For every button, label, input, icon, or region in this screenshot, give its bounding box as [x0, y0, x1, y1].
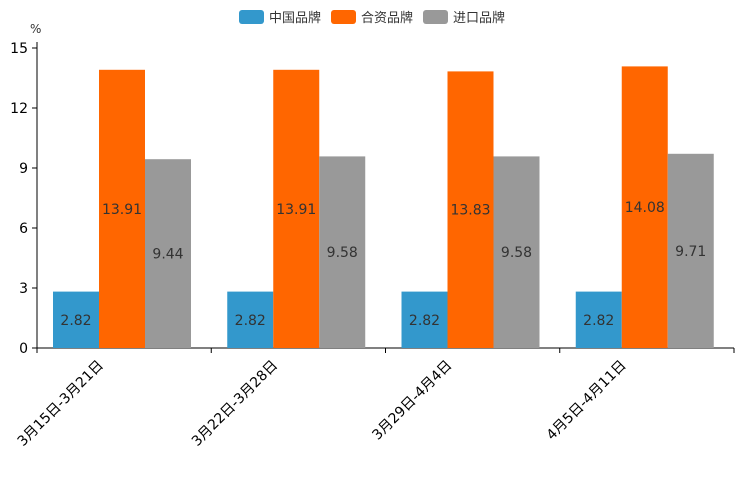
bar-s0-c0	[53, 291, 99, 348]
bar-value-label-s0-c0: 2.82	[60, 313, 91, 329]
y-tick-label-0: 0	[19, 341, 28, 357]
bar-s0-c1	[227, 291, 274, 348]
bar-s0-c2	[401, 291, 448, 348]
bar-s2-c2	[493, 156, 540, 348]
legend-label-joint-venture-brand: 合资品牌	[360, 11, 413, 26]
legend-swatch-imported-brand	[423, 9, 448, 24]
legend-label-imported-brand: 进口品牌	[453, 11, 506, 26]
legend-swatch-joint-venture-brand	[330, 9, 356, 24]
bar-value-label-s0-c2: 2.82	[409, 313, 440, 329]
legend-item-china-brand[interactable]: 中国品牌	[238, 7, 321, 26]
x-category-label-1: 3月22日-3月28日	[189, 357, 281, 449]
x-category-label-3: 4月5日-4月11日	[544, 357, 630, 443]
y-tick-label-5: 15	[10, 41, 28, 57]
bar-s2-c3	[667, 153, 714, 348]
bar-value-label-s2-c1: 9.58	[327, 245, 358, 261]
y-tick-label-3: 9	[19, 161, 28, 177]
x-category-label-0: 3月15日-3月21日	[15, 357, 107, 449]
x-category-label-2: 3月29日-4月4日	[369, 357, 455, 443]
bar-value-label-s1-c1: 13.91	[276, 202, 316, 218]
bar-s2-c1	[319, 156, 366, 348]
bar-s1-c3	[621, 66, 668, 349]
bar-value-label-s1-c2: 13.83	[450, 203, 490, 219]
bar-s1-c2	[447, 71, 494, 349]
bar-s1-c1	[273, 69, 320, 349]
y-axis-unit-label: %	[30, 22, 41, 36]
legend-item-imported-brand[interactable]: 进口品牌	[423, 7, 505, 26]
bar-s0-c3	[575, 291, 622, 348]
bar-value-label-s0-c3: 2.82	[583, 313, 614, 329]
bar-value-label-s0-c1: 2.82	[235, 313, 266, 329]
bar-value-label-s2-c2: 9.58	[501, 245, 532, 261]
legend-item-joint-venture-brand[interactable]: 合资品牌	[330, 7, 413, 26]
legend-label-china-brand: 中国品牌	[268, 11, 321, 26]
y-tick-label-4: 12	[10, 101, 28, 117]
bar-value-label-s1-c3: 14.08	[625, 200, 665, 216]
bar-value-label-s2-c0: 9.44	[152, 247, 183, 263]
y-tick-label-1: 3	[19, 281, 28, 297]
y-tick-label-2: 6	[19, 221, 28, 237]
bar-s1-c0	[99, 69, 145, 349]
bar-value-label-s2-c3: 9.71	[675, 244, 706, 260]
bar-s2-c0	[145, 159, 191, 348]
bar-value-label-s1-c0: 13.91	[102, 202, 142, 218]
legend-swatch-china-brand	[238, 9, 264, 24]
legend: 中国品牌 合资品牌 进口品牌	[0, 7, 744, 26]
